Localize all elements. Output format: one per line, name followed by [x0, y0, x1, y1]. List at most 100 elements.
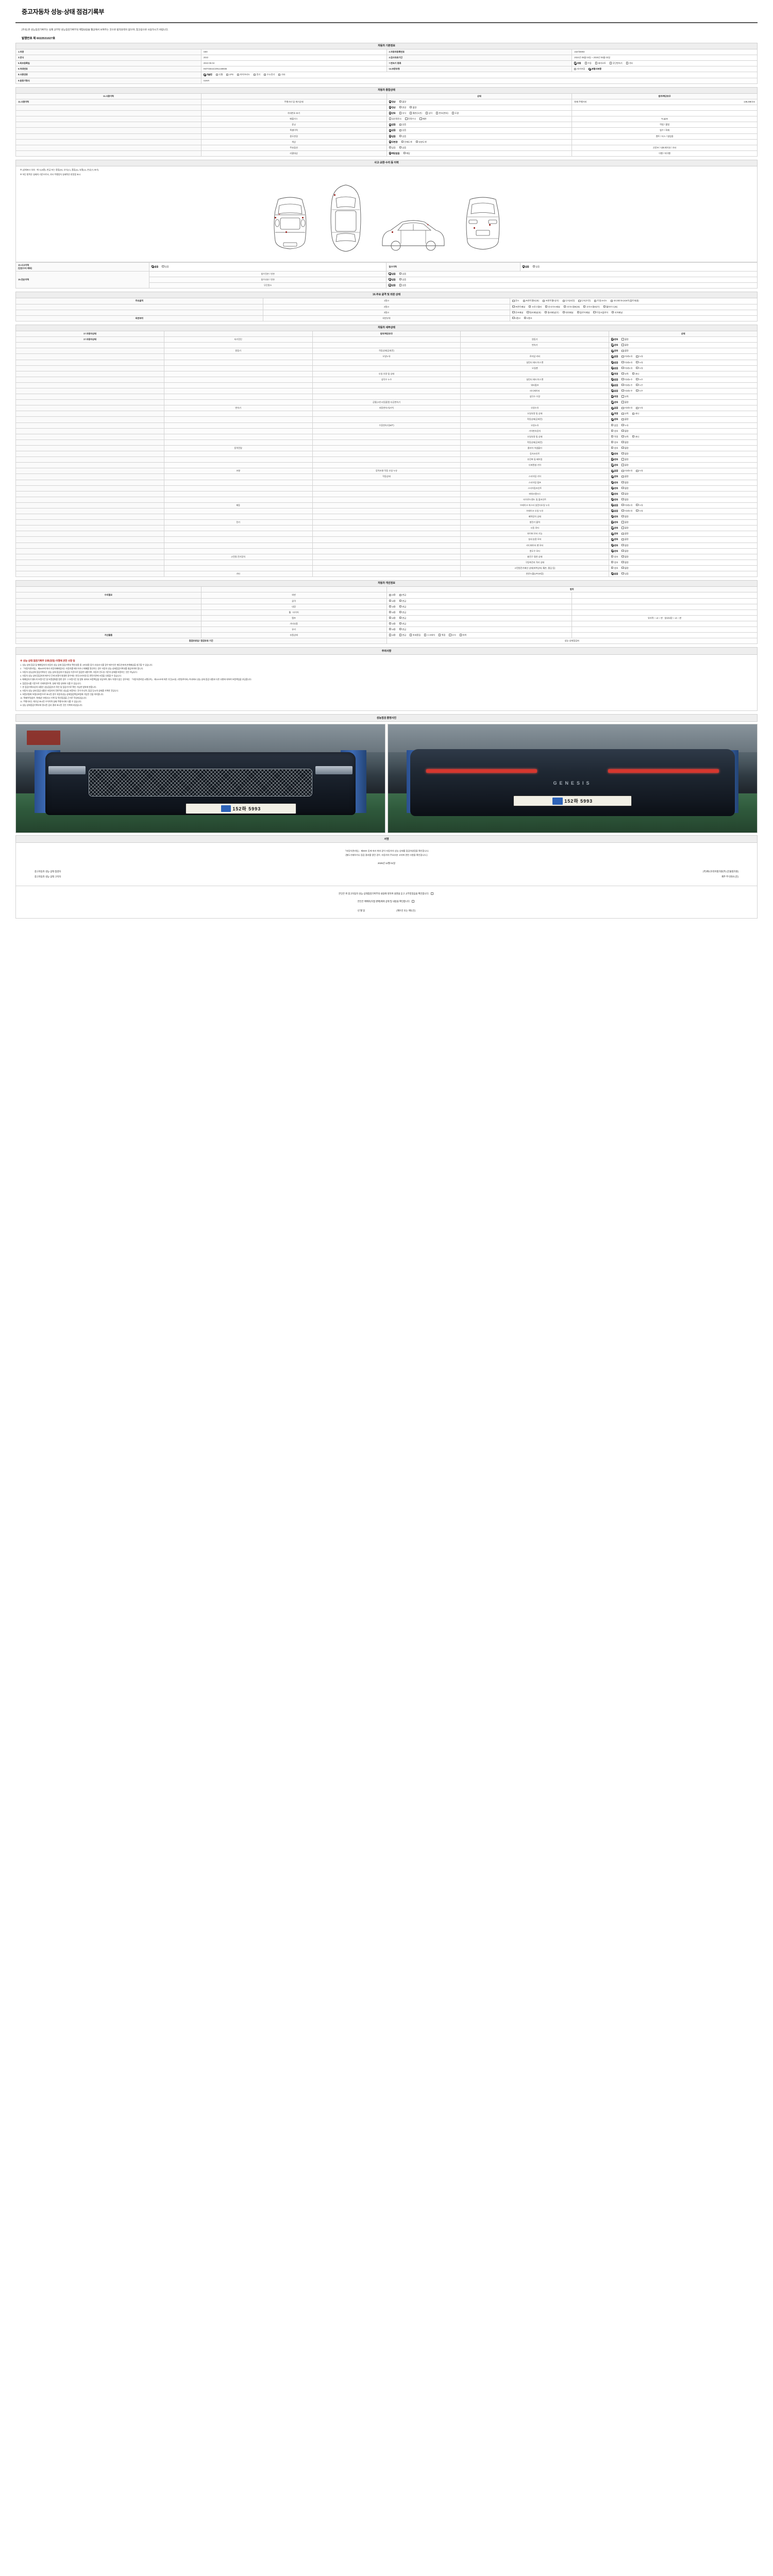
checkbox-icon[interactable]	[226, 73, 229, 76]
parts-0-option[interactable]: 도어(우전)	[578, 299, 591, 302]
checkbox-icon[interactable]	[589, 67, 591, 70]
detail-21-option[interactable]: 양호	[611, 458, 618, 461]
checkbox-icon[interactable]	[621, 366, 624, 369]
identify-7-option[interactable]: 교환	[389, 634, 396, 637]
checkbox-icon[interactable]	[621, 498, 624, 501]
condition-3-option[interactable]: 매연	[419, 117, 427, 121]
accident-history-option[interactable]: 있음	[162, 265, 169, 268]
condition-7-option[interactable]: 전체도색	[401, 141, 412, 144]
checkbox-icon[interactable]	[621, 527, 624, 529]
checkbox-icon[interactable]	[621, 412, 624, 415]
checkbox-icon[interactable]	[611, 458, 614, 461]
checkbox-icon[interactable]	[621, 549, 624, 552]
detail-8-option[interactable]: 미세누수	[621, 384, 632, 387]
checkbox-icon[interactable]	[611, 486, 614, 489]
checkbox-icon[interactable]	[611, 389, 614, 392]
identify-6-option[interactable]: 교환	[389, 628, 396, 631]
detail-36-option[interactable]: 양호	[611, 544, 618, 547]
condition-7-option[interactable]: 부분도색	[415, 141, 427, 144]
detail-7-option[interactable]: 누수	[636, 378, 643, 381]
detail-33-option[interactable]: 불량	[621, 527, 629, 530]
checkbox-icon[interactable]	[574, 62, 577, 64]
checkbox-icon[interactable]	[399, 605, 401, 608]
detail-37-option[interactable]: 양호	[611, 550, 618, 553]
checkbox-icon[interactable]	[611, 464, 614, 466]
checkbox-icon[interactable]	[389, 112, 391, 114]
condition-9-option[interactable]: 해당없음	[389, 152, 400, 155]
checkbox-icon[interactable]	[203, 73, 206, 76]
checkbox-icon[interactable]	[399, 134, 401, 137]
parts-1-option[interactable]: 인사이드패널	[545, 306, 560, 309]
checkbox-icon[interactable]	[611, 498, 614, 501]
identify-7-option[interactable]: 퇴색	[459, 634, 466, 637]
accident-history-option[interactable]: 없음	[152, 265, 158, 268]
checkbox-icon[interactable]	[621, 378, 624, 381]
checkbox-icon[interactable]	[611, 469, 614, 472]
checkbox-icon[interactable]	[609, 62, 612, 64]
detail-14-option[interactable]: 불량	[621, 418, 629, 421]
checkbox-icon[interactable]	[562, 311, 565, 314]
detail-14-option[interactable]: 양호	[611, 418, 618, 421]
checkbox-icon[interactable]	[611, 401, 614, 403]
detail-15-option[interactable]: 누유	[621, 424, 629, 427]
checkbox-icon[interactable]	[621, 372, 624, 375]
detail-20-option[interactable]: 양호	[611, 452, 618, 455]
checkbox-icon[interactable]	[215, 73, 219, 76]
checkbox-icon[interactable]	[611, 372, 614, 375]
detail-2-option[interactable]: 양호	[611, 349, 618, 352]
identify-5-option[interactable]: 판금	[399, 622, 406, 625]
detail-24-option[interactable]: 양호	[611, 475, 618, 478]
detail-31-option[interactable]: 불량	[621, 515, 629, 518]
detail-35-option[interactable]: 불량	[621, 538, 629, 541]
checkbox-icon[interactable]	[389, 622, 391, 625]
identify-0-option[interactable]: 교환	[389, 594, 396, 597]
checkbox-icon[interactable]	[611, 475, 614, 478]
checkbox-icon[interactable]	[611, 481, 614, 483]
parts-2-option[interactable]: 플로어패널	[577, 311, 590, 314]
checkbox-icon[interactable]	[611, 366, 614, 369]
checkbox-icon[interactable]	[399, 146, 401, 149]
detail-12-option[interactable]: 누유	[636, 406, 643, 410]
checkbox-icon[interactable]	[512, 305, 515, 308]
checkbox-icon[interactable]	[593, 311, 596, 314]
checkbox-icon[interactable]	[611, 492, 614, 495]
checkbox-icon[interactable]	[621, 492, 624, 495]
identify-7-option[interactable]: 미세흠집	[410, 634, 421, 637]
parts-1-option[interactable]: 프론트패널	[512, 306, 525, 309]
detail-11-option[interactable]: 양호	[611, 401, 618, 404]
checkbox-icon[interactable]	[621, 475, 624, 478]
detail-25-option[interactable]: 불량	[621, 481, 629, 484]
checkbox-icon[interactable]	[389, 100, 391, 103]
checkbox-icon[interactable]	[424, 634, 427, 636]
checkbox-icon[interactable]	[436, 112, 439, 114]
detail-34-option[interactable]: 불량	[621, 532, 629, 535]
checkbox-icon[interactable]	[439, 634, 441, 636]
detail-15-option[interactable]: 없음	[611, 424, 618, 427]
checkbox-icon[interactable]	[611, 435, 614, 438]
detail-7-option[interactable]: 없음	[611, 378, 618, 381]
checkbox-icon[interactable]	[389, 117, 391, 120]
checkbox-icon[interactable]	[389, 617, 391, 619]
detail-6-option[interactable]: 적정	[611, 372, 618, 376]
checkbox-icon[interactable]	[563, 305, 566, 308]
checkbox-icon[interactable]	[621, 504, 624, 506]
checkbox-icon[interactable]	[399, 284, 401, 286]
detail-34-option[interactable]: 양호	[611, 532, 618, 535]
checkbox-icon[interactable]	[449, 634, 451, 636]
checkbox-icon[interactable]	[399, 594, 401, 596]
detail-8-option[interactable]: 없음	[611, 384, 618, 387]
checkbox-icon[interactable]	[611, 361, 614, 363]
detail-18-option[interactable]: 양호	[611, 441, 618, 444]
detail-25-option[interactable]: 양호	[611, 481, 618, 484]
detail-24-option[interactable]: 불량	[621, 475, 629, 478]
checkbox-icon[interactable]	[611, 406, 614, 409]
detail-17-option[interactable]: 부족	[621, 435, 629, 438]
checkbox-icon[interactable]	[389, 628, 391, 631]
condition-8-option[interactable]: 있음	[399, 146, 406, 149]
checkbox-icon[interactable]	[399, 634, 401, 636]
detail-13-option[interactable]: 과다	[632, 412, 639, 415]
condition-2-option[interactable]: 훼손(오손)	[410, 112, 422, 115]
fuel-option[interactable]: 기타	[278, 73, 285, 76]
detail-0-option[interactable]: 양호	[611, 338, 618, 341]
condition-8-option[interactable]: 없음	[389, 146, 396, 149]
